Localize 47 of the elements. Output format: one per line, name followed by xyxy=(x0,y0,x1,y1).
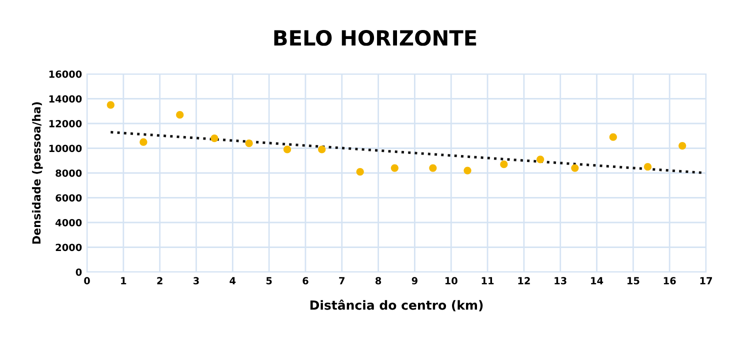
x-tick-label: 4 xyxy=(230,277,236,284)
chart-title: BELO HORIZONTE xyxy=(274,30,476,46)
point xyxy=(464,166,472,174)
point xyxy=(106,101,114,109)
point xyxy=(500,160,508,168)
y-tick-label: 8000 xyxy=(56,169,82,177)
x-tick-label: 9 xyxy=(412,277,418,284)
x-tick-label: 6 xyxy=(302,277,308,284)
x-tick-label: 14 xyxy=(591,277,604,284)
x-tick-label: 17 xyxy=(700,277,712,284)
x-tick-label: 12 xyxy=(518,277,530,284)
x-tick-label: 11 xyxy=(482,277,494,284)
point xyxy=(536,156,544,164)
x-axis-title: Distância do centro (km) xyxy=(310,300,483,312)
point xyxy=(283,146,292,154)
x-tick-label: 3 xyxy=(194,277,199,284)
y-tick-label: 2000 xyxy=(56,244,82,252)
x-tick-label: 2 xyxy=(157,277,162,284)
y-tick-label: 10000 xyxy=(49,144,82,152)
point xyxy=(356,168,364,176)
y-tick-label: 14000 xyxy=(49,95,82,103)
x-tick-label: 16 xyxy=(664,277,676,284)
y-tick-label: 6000 xyxy=(56,194,82,202)
point xyxy=(609,133,617,141)
point xyxy=(245,139,253,148)
point xyxy=(210,134,218,142)
x-tick-label: 8 xyxy=(376,277,382,284)
y-tick-label: 4000 xyxy=(56,218,82,226)
x-tick-label: 1 xyxy=(121,277,126,284)
y-tick-label: 16000 xyxy=(49,70,82,78)
x-tick-label: 15 xyxy=(628,277,640,284)
y-tick-label: 0 xyxy=(76,268,82,276)
y-axis-title: Densidade (pessoa/ha) xyxy=(32,102,43,244)
point xyxy=(429,164,437,172)
point xyxy=(318,146,326,154)
x-tick-label: 13 xyxy=(554,277,566,284)
point xyxy=(571,164,579,172)
x-tick-label: 5 xyxy=(266,277,272,284)
x-tick-label: 0 xyxy=(84,277,90,284)
point xyxy=(644,163,652,171)
x-tick-label: 7 xyxy=(339,277,344,284)
point xyxy=(678,142,686,150)
point xyxy=(390,164,398,172)
x-tick-label: 10 xyxy=(445,277,458,284)
point xyxy=(176,111,184,119)
y-tick-label: 12000 xyxy=(49,120,82,128)
point xyxy=(140,138,148,146)
